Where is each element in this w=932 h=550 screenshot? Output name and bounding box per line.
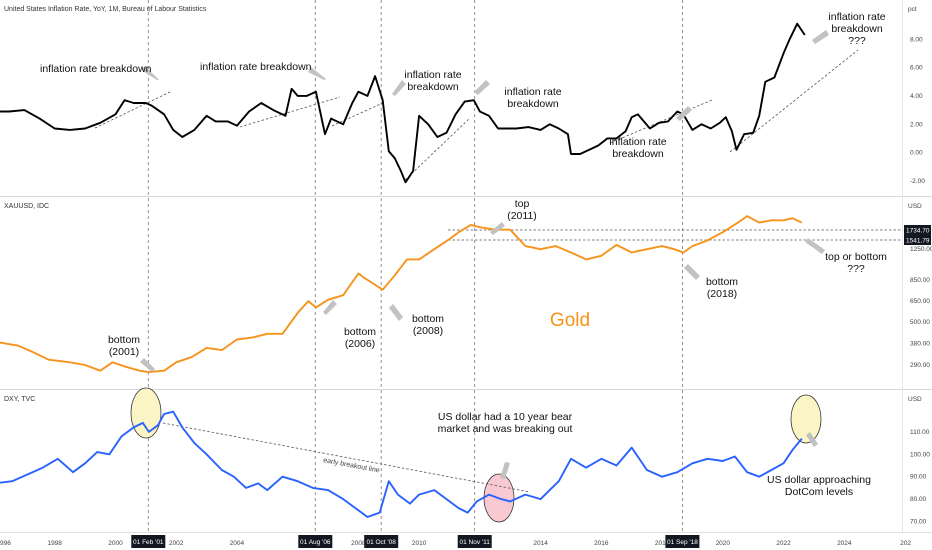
current-highlight-circle: [790, 394, 822, 444]
y-tick-label: 290.00: [910, 362, 930, 369]
x-tick-label: 2022: [776, 540, 791, 547]
gold-pane-title: XAUUSD, IDC: [4, 203, 49, 210]
y-tick-label: -2.00: [910, 178, 925, 185]
annotation-dxy-3: US dollar approaching DotCom levels: [767, 474, 871, 498]
price-label: 1541.79: [906, 238, 930, 245]
y-tick-label: 8.00: [910, 36, 923, 43]
annotation-gold-4: top (2011): [507, 198, 537, 222]
x-tick-label: 2008: [351, 540, 366, 547]
y-tick-label: 4.00: [910, 93, 923, 100]
dxy-pane-title: DXY, TVC: [4, 396, 35, 403]
annotation-dxy-1: early breakout line: [323, 457, 381, 474]
x-tick-label: 2016: [594, 540, 609, 547]
annotation-inflation-1: inflation rate breakdown: [40, 63, 152, 75]
event-marker-label: 01 Nov '11: [460, 539, 491, 546]
y-tick-label: 70.00: [910, 519, 927, 526]
x-tick-label: 2024: [837, 540, 852, 547]
y-tick-label: 500.00: [910, 319, 930, 326]
annotation-gold-3: bottom (2008): [412, 313, 444, 337]
event-marker-label: 01 Feb '01: [133, 539, 164, 546]
x-tick-label: 2018: [655, 540, 670, 547]
y-tick-label: 1250.00: [910, 246, 932, 253]
x-tick-label: 2000: [108, 540, 123, 547]
y-tick-label: 0.00: [910, 150, 923, 157]
y-tick-label: 2.00: [910, 121, 923, 128]
y-tick-label: 110.00: [910, 429, 930, 436]
annotation-arrows: [140, 30, 829, 479]
dxy-series-line: [0, 410, 803, 518]
y-tick-label: 80.00: [910, 496, 927, 503]
x-tick-label: 2010: [412, 540, 427, 547]
gold-series-line: [0, 215, 803, 374]
price-label-box: [904, 235, 931, 245]
event-marker-badge: [457, 535, 492, 548]
y-tick-label: 650.00: [910, 298, 930, 305]
x-tick-label: 2002: [169, 540, 184, 547]
annotation-gold-2: bottom (2006): [344, 326, 376, 350]
annotation-inflation-3: inflation rate breakdown: [404, 69, 461, 93]
inflation-series-line: [0, 22, 806, 184]
inflation-unit: pct: [908, 6, 917, 13]
gold-unit: USD: [908, 203, 922, 210]
event-marker-badge: [364, 535, 399, 548]
annotation-dxy-2: US dollar had a 10 year bear market and w…: [438, 411, 573, 435]
annotation-inflation-5: inflation rate breakdown: [609, 136, 666, 160]
x-tick-label: 2004: [230, 540, 245, 547]
event-marker-badge: [298, 535, 333, 548]
x-tick-label: 2014: [533, 540, 548, 547]
y-tick-label: 850.00: [910, 277, 930, 284]
x-tick-label: 2020: [716, 540, 731, 547]
annotation-gold-6: top or bottom???: [825, 251, 887, 275]
annotation-gold-5: bottom (2018): [706, 276, 738, 300]
event-marker-badge: [665, 535, 700, 548]
dxy-unit: USD: [908, 396, 922, 403]
dotcom-highlight-circle: [130, 387, 162, 439]
annotation-gold-1: bottom (2001): [108, 334, 140, 358]
x-tick-label: 996: [0, 540, 11, 547]
y-tick-label: 90.00: [910, 474, 927, 481]
x-tick-label: 202: [900, 540, 911, 547]
annotation-inflation-2: inflation rate breakdown: [200, 61, 312, 73]
gold-series-label: Gold: [550, 310, 590, 331]
inflation-pane-title: United States Inflation Rate, YoY, 1M, B…: [4, 6, 207, 13]
event-marker-label: 01 Aug '06: [300, 539, 331, 546]
y-tick-label: 380.00: [910, 341, 930, 348]
event-marker-label: 01 Oct '08: [366, 539, 396, 546]
price-label-box: [904, 225, 931, 235]
y-tick-label: 6.00: [910, 65, 923, 72]
annotation-inflation-4: inflation rate breakdown: [504, 86, 561, 110]
x-tick-label: 1998: [47, 540, 62, 547]
event-marker-badge: [131, 535, 166, 548]
annotation-inflation-6: inflation rate breakdown???: [828, 11, 885, 47]
trend-lines: [94, 49, 902, 493]
event-marker-label: 01 Sep '18: [667, 539, 698, 546]
price-label: 1734.70: [906, 228, 930, 235]
y-tick-label: 100.00: [910, 451, 930, 458]
